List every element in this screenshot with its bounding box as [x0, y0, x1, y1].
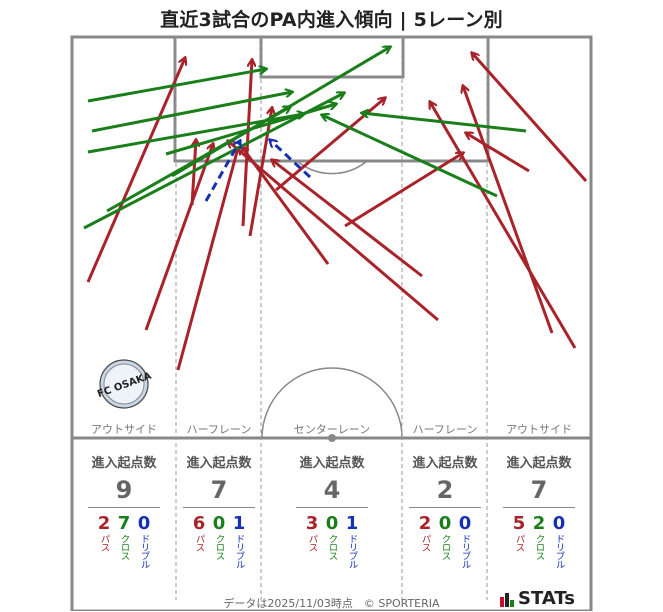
dribble-count: 0	[137, 513, 151, 534]
dribble-arrows	[204, 140, 312, 202]
lane-label-outside-left: アウトサイド	[91, 423, 157, 436]
stats-halfspace-right: 進入起点数 2 2 パス 0 クロス 0 ドリブル	[402, 452, 488, 568]
cross-label: クロス	[326, 534, 338, 560]
stats-divider	[183, 507, 255, 508]
cross-count: 2	[532, 513, 546, 534]
pass-count: 2	[418, 513, 432, 534]
stats-divider	[296, 507, 368, 508]
dribble-arrow	[270, 140, 312, 179]
dribble-count: 1	[232, 513, 246, 534]
stats-heading: 進入起点数	[506, 456, 572, 471]
stats-outside-left: 進入起点数 9 2 パス 7 クロス 0 ドリブル	[74, 452, 174, 568]
lane-separators	[175, 37, 488, 600]
stats-heading: 進入起点数	[412, 456, 478, 471]
cross-label: クロス	[118, 534, 130, 560]
pass-count: 2	[97, 513, 111, 534]
dribble-label: ドリブル	[553, 534, 565, 568]
brand-text: STATs	[518, 588, 575, 609]
pass-arrow	[272, 160, 423, 278]
cross-label: クロス	[213, 534, 225, 560]
cross-arrows	[83, 47, 527, 230]
cross-count: 0	[438, 513, 452, 534]
stats-total: 7	[530, 476, 548, 504]
pass-label: パス	[513, 534, 525, 551]
pass-label: パス	[306, 534, 318, 551]
brand-logo: STATs	[500, 588, 575, 609]
stats-total: 4	[323, 476, 341, 504]
team-logo: FC OSAKA	[96, 359, 153, 409]
pass-arrow	[228, 141, 439, 322]
dribble-count: 0	[552, 513, 566, 534]
pass-label: パス	[419, 534, 431, 551]
stats-divider	[503, 507, 575, 508]
stats-divider	[88, 507, 160, 508]
pass-arrow	[430, 102, 577, 349]
stats-heading: 進入起点数	[91, 456, 157, 471]
stats-heading: 進入起点数	[186, 456, 252, 471]
stats-halfspace-left: 進入起点数 7 6 パス 0 クロス 1 ドリブル	[176, 452, 262, 568]
pass-label: パス	[98, 534, 110, 551]
dribble-count: 1	[345, 513, 359, 534]
stats-total: 9	[115, 476, 133, 504]
pass-label: パス	[193, 534, 205, 551]
lane-label-outside-right: アウトサイド	[506, 423, 572, 436]
stats-outside-right: 進入起点数 7 5 パス 2 クロス 0 ドリブル	[487, 452, 591, 568]
pass-arrow	[144, 144, 213, 331]
cross-count: 7	[117, 513, 131, 534]
cross-arrow	[106, 107, 290, 213]
stats-total: 2	[436, 476, 454, 504]
pass-arrow	[466, 133, 530, 173]
goal-area	[259, 35, 405, 79]
pass-arrow	[86, 58, 185, 283]
footer-credit: データは2025/11/03時点 © SPORTERIA	[223, 597, 440, 610]
stats-total: 7	[210, 476, 228, 504]
cross-label: クロス	[533, 534, 545, 560]
pass-arrow	[275, 98, 385, 192]
pass-arrows	[86, 53, 588, 371]
stats-divider	[409, 507, 481, 508]
pass-arrow	[344, 153, 463, 228]
pass-count: 3	[305, 513, 319, 534]
cross-arrow	[322, 115, 498, 198]
dribble-label: ドリブル	[459, 534, 471, 568]
lane-label-center: センターレーン	[293, 423, 371, 436]
dribble-label: ドリブル	[138, 534, 150, 568]
center-circle	[261, 367, 403, 439]
center-spot	[328, 434, 336, 442]
pass-arrow	[176, 148, 238, 371]
dribble-arrow	[204, 141, 240, 202]
stats-logo-icon	[500, 591, 514, 607]
dribble-count: 0	[458, 513, 472, 534]
page-title: 直近3試合のPA内進入傾向 | 5レーン別	[160, 9, 503, 31]
dribble-label: ドリブル	[346, 534, 358, 568]
pass-arrow	[463, 86, 554, 334]
cross-arrow	[87, 69, 266, 103]
lane-label-halfspace-right: ハーフレーン	[412, 423, 478, 436]
cross-label: クロス	[439, 534, 451, 560]
stats-heading: 進入起点数	[299, 456, 365, 471]
lane-label-halfspace-left: ハーフレーン	[186, 423, 252, 436]
pass-count: 6	[192, 513, 206, 534]
cross-count: 0	[212, 513, 226, 534]
dribble-label: ドリブル	[233, 534, 245, 568]
cross-count: 0	[325, 513, 339, 534]
cross-arrow	[91, 92, 292, 133]
cross-arrow	[362, 113, 527, 133]
stats-center: 進入起点数 4 3 パス 0 クロス 1 ドリブル	[261, 452, 403, 568]
pass-arrow	[472, 53, 588, 182]
pass-count: 5	[512, 513, 526, 534]
